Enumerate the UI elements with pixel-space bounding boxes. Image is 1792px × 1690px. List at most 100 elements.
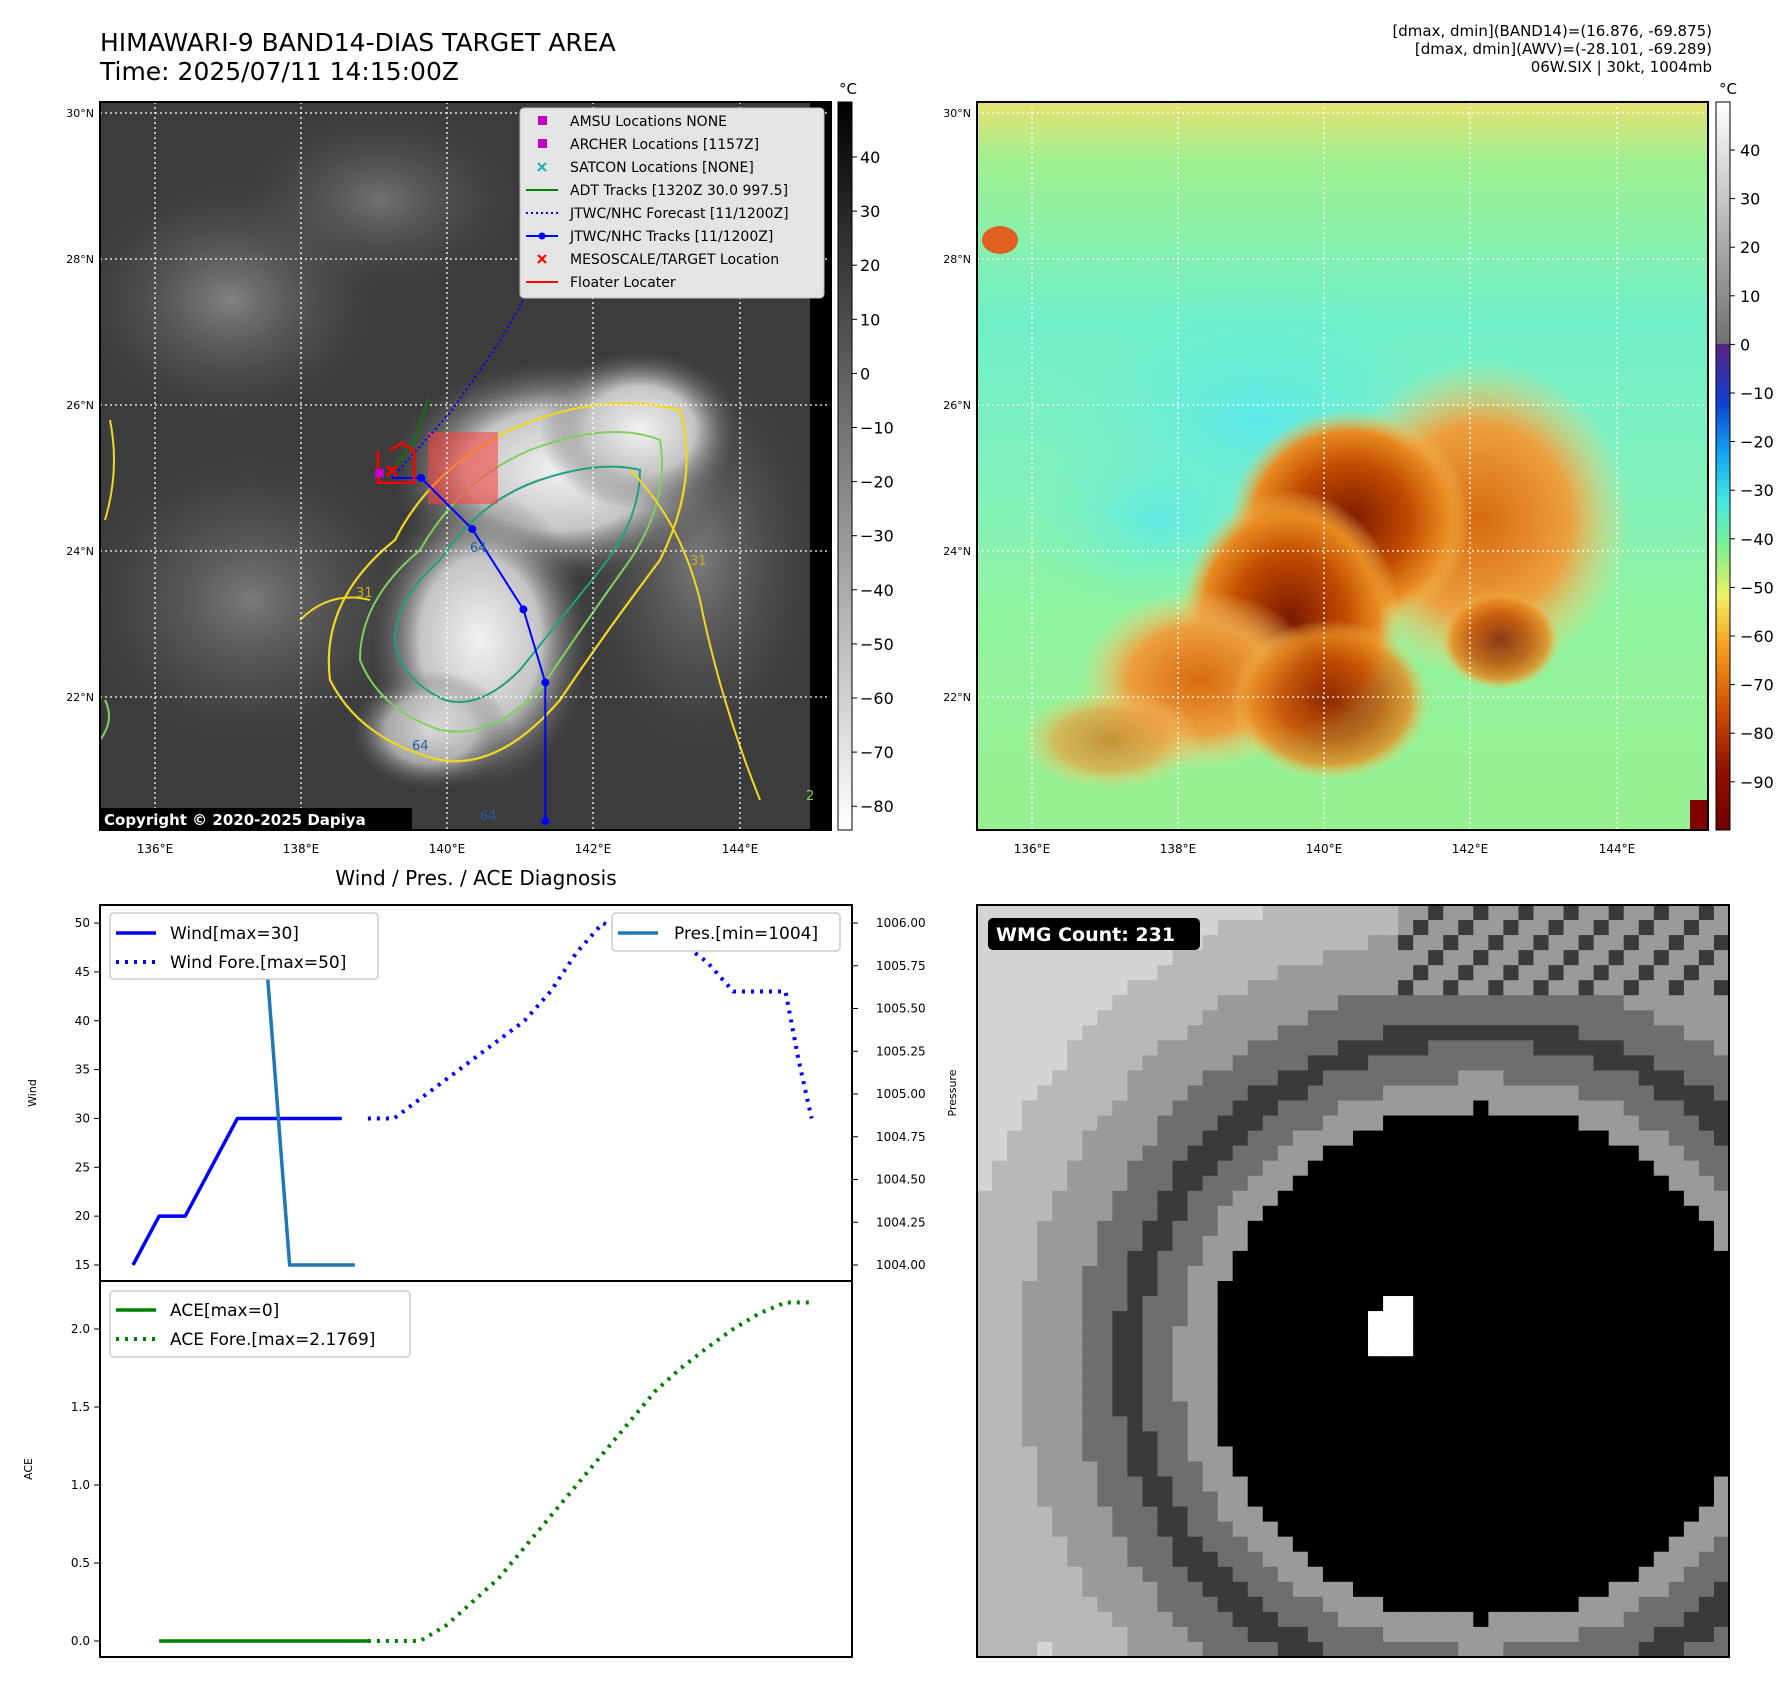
- wmg-pixel: [1398, 1130, 1414, 1147]
- wmg-pixel: [1052, 1401, 1068, 1417]
- wmg-pixel: [1533, 935, 1550, 951]
- wmg-pixel: [1112, 1581, 1128, 1598]
- awv-imagery: [977, 102, 1708, 830]
- wmg-pixel: [1353, 1250, 1369, 1267]
- wmg-pixel: [1383, 1341, 1399, 1357]
- ir-colorbar-tick: −50: [860, 635, 894, 654]
- wmg-pixel: [1172, 1100, 1189, 1117]
- wmg-pixel: [1473, 1416, 1489, 1432]
- wmg-pixel: [1458, 1311, 1474, 1327]
- ir-colorbar-tick: 30: [860, 202, 880, 221]
- wmg-pixel: [1277, 935, 1294, 951]
- wmg-pixel: [1458, 1476, 1474, 1493]
- wmg-pixel: [1518, 1596, 1534, 1613]
- wmg-pixel: [992, 1596, 1008, 1613]
- wmg-pixel: [1292, 935, 1309, 951]
- wmg-pixel: [1578, 905, 1595, 921]
- wmg-pixel: [1247, 1010, 1264, 1026]
- contour-label: 31: [356, 586, 373, 601]
- wmg-pixel: [1037, 1311, 1053, 1327]
- wmg-pixel: [1488, 1401, 1504, 1417]
- wmg-pixel: [1458, 1386, 1474, 1402]
- wmg-pixel: [1398, 1100, 1414, 1117]
- wmg-pixel: [1353, 1220, 1369, 1237]
- wmg-pixel: [1698, 1281, 1715, 1297]
- wmg-pixel: [1503, 1476, 1519, 1493]
- wmg-pixel: [977, 1100, 993, 1117]
- wmg-pixel: [1232, 1250, 1249, 1267]
- wmg-pixel: [1518, 1175, 1534, 1192]
- wmg-pixel: [1668, 1431, 1685, 1447]
- wmg-pixel: [1503, 1220, 1519, 1237]
- wmg-pixel: [1533, 1190, 1550, 1207]
- wmg-pixel: [1067, 1446, 1083, 1462]
- wmg-pixel: [1548, 1431, 1565, 1447]
- wmg-pixel: [1187, 1265, 1204, 1282]
- wmg-pixel: [1623, 1130, 1640, 1147]
- wmg-pixel: [1202, 1010, 1219, 1026]
- wmg-pixel: [1232, 1536, 1249, 1553]
- wmg-pixel: [1608, 1416, 1625, 1432]
- wmg-pixel: [1022, 1566, 1038, 1583]
- wmg-pixel: [1443, 1491, 1459, 1508]
- wmg-pixel: [1127, 950, 1143, 966]
- wmg-pixel: [977, 1115, 993, 1132]
- wmg-pixel: [1668, 1055, 1685, 1071]
- track-point: [519, 605, 528, 614]
- wmg-pixel: [1262, 1446, 1279, 1462]
- wmg-pixel: [1202, 1566, 1219, 1583]
- wmg-pixel: [1247, 1641, 1264, 1658]
- wmg-pixel: [1668, 935, 1685, 951]
- wmg-pixel: [1262, 1130, 1279, 1147]
- wmg-pixel: [1157, 1431, 1174, 1447]
- wmg-pixel: [1037, 1055, 1053, 1071]
- wmg-pixel: [977, 1281, 993, 1297]
- wmg-pixel: [1247, 1341, 1264, 1357]
- wmg-pixel: [1473, 1461, 1489, 1478]
- wmg-pixel: [1232, 1205, 1249, 1222]
- wmg-pixel: [1307, 1115, 1324, 1132]
- wmg-pixel: [1217, 1085, 1234, 1102]
- wmg-pixel: [1247, 1190, 1264, 1207]
- wmg-pixel: [1368, 1626, 1384, 1643]
- wmg-pixel: [1578, 1401, 1595, 1417]
- wmg-pixel: [1638, 1311, 1655, 1327]
- wmg-pixel: [1593, 1611, 1610, 1628]
- wmg-pixel: [1127, 1476, 1143, 1493]
- wmg-pixel: [1623, 1566, 1640, 1583]
- wmg-pixel: [1127, 1461, 1143, 1478]
- wmg-pixel: [992, 1341, 1008, 1357]
- wmg-pixel: [1398, 1626, 1414, 1643]
- wmg-pixel: [1187, 1190, 1204, 1207]
- wmg-pixel: [1488, 1205, 1504, 1222]
- wmg-pixel: [1232, 1491, 1249, 1508]
- wmg-pixel: [1548, 1115, 1565, 1132]
- wmg-pixel: [1713, 995, 1730, 1011]
- wmg-pixel: [1097, 1341, 1113, 1357]
- wmg-pixel: [1608, 1205, 1625, 1222]
- wmg-pixel: [1413, 1115, 1429, 1132]
- wmg-pixel: [1473, 1386, 1489, 1402]
- wmg-pixel: [1037, 1476, 1053, 1493]
- wmg-pixel: [1473, 950, 1489, 966]
- wmg-pixel: [1668, 1100, 1685, 1117]
- wmg-pixel: [1277, 1521, 1294, 1538]
- wmg-pixel: [1383, 1356, 1399, 1372]
- wmg-pixel: [1112, 1356, 1128, 1372]
- wmg-pixel: [1638, 1566, 1655, 1583]
- wmg-pixel: [1398, 1536, 1414, 1553]
- wmg-pixel: [1458, 1596, 1474, 1613]
- wmg-pixel: [1202, 1055, 1219, 1071]
- wmg-pixel: [1112, 1536, 1128, 1553]
- wmg-pixel: [1713, 1626, 1730, 1643]
- wmg-pixel: [1473, 1611, 1489, 1628]
- wmg-pixel: [1247, 1491, 1264, 1508]
- wmg-pixel: [1127, 1536, 1143, 1553]
- wmg-pixel: [1142, 1641, 1158, 1658]
- wmg-pixel: [1022, 1416, 1038, 1432]
- wmg-pixel: [1458, 995, 1474, 1011]
- wmg-pixel: [1262, 1386, 1279, 1402]
- wmg-pixel: [1533, 1386, 1550, 1402]
- wmg-pixel: [1473, 1250, 1489, 1267]
- wmg-pixel: [1563, 920, 1580, 936]
